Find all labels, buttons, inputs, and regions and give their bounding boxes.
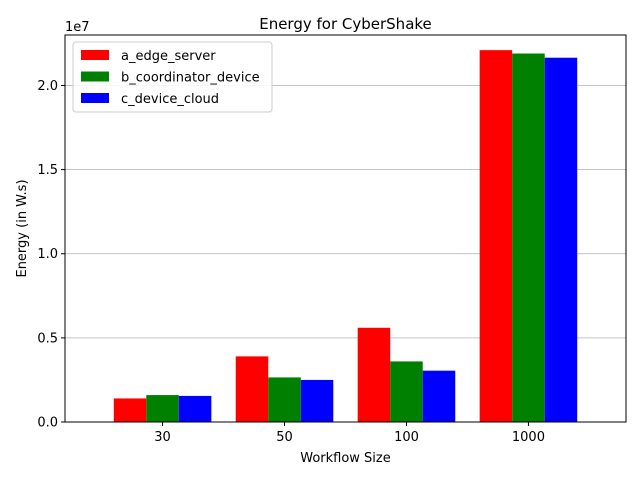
x-tick-label: 1000 xyxy=(512,430,545,445)
y-tick-label: 2.0 xyxy=(37,79,58,94)
bar-a_edge_server-50 xyxy=(235,356,269,422)
legend-swatch-b_coordinator_device xyxy=(81,71,109,82)
y-scale-label: 1e7 xyxy=(65,20,90,35)
legend-label-a_edge_server: a_edge_server xyxy=(121,49,216,64)
bar-b_coordinator_device-30 xyxy=(146,395,179,422)
legend: a_edge_server b_coordinator_device c_devic… xyxy=(72,41,273,113)
x-tick-label: 100 xyxy=(394,430,419,445)
y-tick-label: 1.5 xyxy=(37,163,58,178)
bar-a_edge_server-100 xyxy=(357,327,391,422)
y-axis-label: Energy (in W.s) xyxy=(15,179,30,277)
legend-label-c_device_cloud: c_device_cloud xyxy=(121,92,219,107)
legend-label-b_coordinator_device: b_coordinator_device xyxy=(121,71,260,86)
legend-swatch-a_edge_server xyxy=(81,50,109,60)
bars xyxy=(113,50,578,423)
bar-b_coordinator_device-100 xyxy=(390,361,423,422)
bar-b_coordinator_device-1000 xyxy=(512,53,545,422)
x-tick-label: 30 xyxy=(154,430,171,445)
plot-frame xyxy=(64,34,627,423)
bar-c_device_cloud-100 xyxy=(422,370,456,422)
x-axis: 30 50 100 1000 xyxy=(154,422,545,445)
bar-c_device_cloud-30 xyxy=(178,395,212,422)
bar-a_edge_server-30 xyxy=(113,398,147,422)
bar-b_coordinator_device-50 xyxy=(268,377,301,422)
legend-swatch-c_device_cloud xyxy=(81,93,109,103)
legend-box xyxy=(72,41,273,113)
chart-title: Energy for CyberShake xyxy=(259,15,432,33)
bar-a_edge_server-1000 xyxy=(479,50,513,422)
y-tick-label: 0.5 xyxy=(37,331,58,346)
bar-c_device_cloud-50 xyxy=(300,379,334,422)
x-axis-label: Workflow Size xyxy=(300,451,391,466)
y-tick-label: 0.0 xyxy=(37,416,58,431)
bar-c_device_cloud-1000 xyxy=(544,57,578,423)
y-axis: 0.0 0.5 1.0 1.5 2.0 xyxy=(37,79,65,431)
x-tick-label: 50 xyxy=(276,430,293,445)
y-tick-label: 1.0 xyxy=(37,247,58,262)
